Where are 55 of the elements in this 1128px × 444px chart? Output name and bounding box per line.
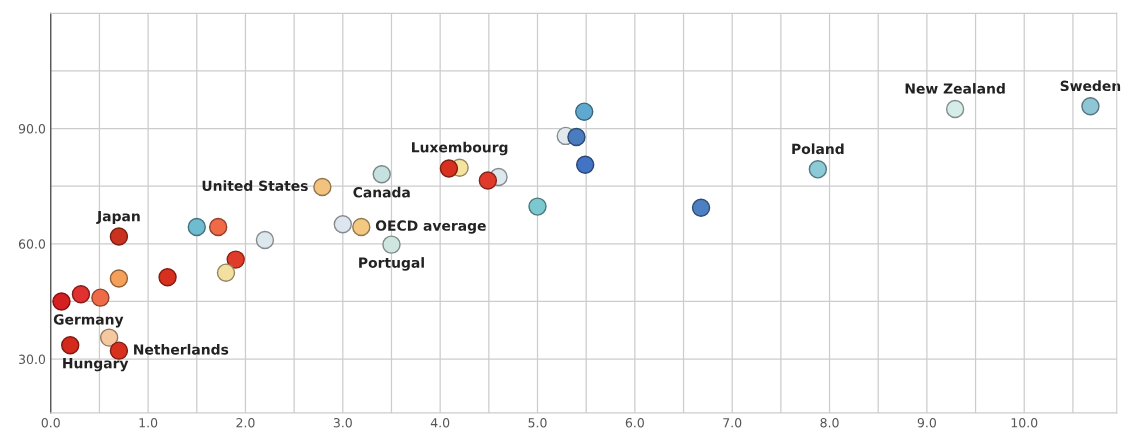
point [158, 268, 177, 287]
annotation: Canada [353, 186, 410, 198]
point [575, 102, 594, 121]
y-tick-label: 90.0 [18, 124, 46, 134]
point [226, 250, 245, 269]
point [372, 165, 391, 184]
point [1081, 97, 1100, 116]
point [187, 217, 206, 237]
annotation: Sweden [1060, 80, 1121, 92]
point [691, 198, 711, 217]
point [945, 99, 965, 119]
point [352, 217, 371, 237]
point [808, 160, 828, 179]
x-tick-label: 4.0 [430, 418, 450, 428]
annotation: OECD average [375, 220, 486, 234]
annotation: Luxembourg [412, 141, 508, 156]
point [439, 159, 459, 178]
annotation: Portugal [359, 257, 424, 271]
point [91, 288, 110, 307]
point [109, 269, 129, 288]
point [567, 127, 586, 147]
annotation: United States [202, 180, 308, 192]
point [333, 215, 353, 234]
annotation: Poland [792, 143, 844, 155]
y-tick-label: 30.0 [19, 354, 46, 365]
point [109, 341, 129, 360]
x-tick-label: 10.0 [1011, 418, 1038, 428]
point [208, 217, 228, 237]
point [71, 284, 91, 304]
point [478, 171, 498, 190]
x-tick-label: 0.0 [41, 418, 60, 428]
point [99, 328, 119, 347]
point [575, 155, 595, 174]
x-tick-label: 8.0 [820, 418, 839, 428]
annotation: Hungary [63, 358, 129, 372]
x-tick-label: 6.0 [625, 418, 644, 428]
annotation: New Zealand [905, 83, 1005, 94]
annotation: Netherlands [134, 343, 229, 355]
point [382, 235, 401, 254]
x-tick-label: 3.0 [333, 418, 352, 428]
point [255, 230, 275, 250]
x-tick-label: 1.0 [139, 418, 158, 428]
annotation: Germany [53, 314, 124, 328]
point [528, 197, 547, 216]
x-tick-label: 5.0 [528, 418, 547, 428]
x-tick-label: 9.0 [917, 418, 936, 428]
y-tick-label: 60.0 [18, 239, 46, 249]
point [109, 227, 129, 246]
point [313, 177, 332, 197]
x-tick-label: 7.0 [723, 418, 742, 428]
point [216, 263, 236, 282]
point [52, 292, 71, 311]
annotation: Japan [96, 211, 140, 225]
point [61, 336, 80, 355]
x-tick-label: 2.0 [236, 418, 255, 428]
